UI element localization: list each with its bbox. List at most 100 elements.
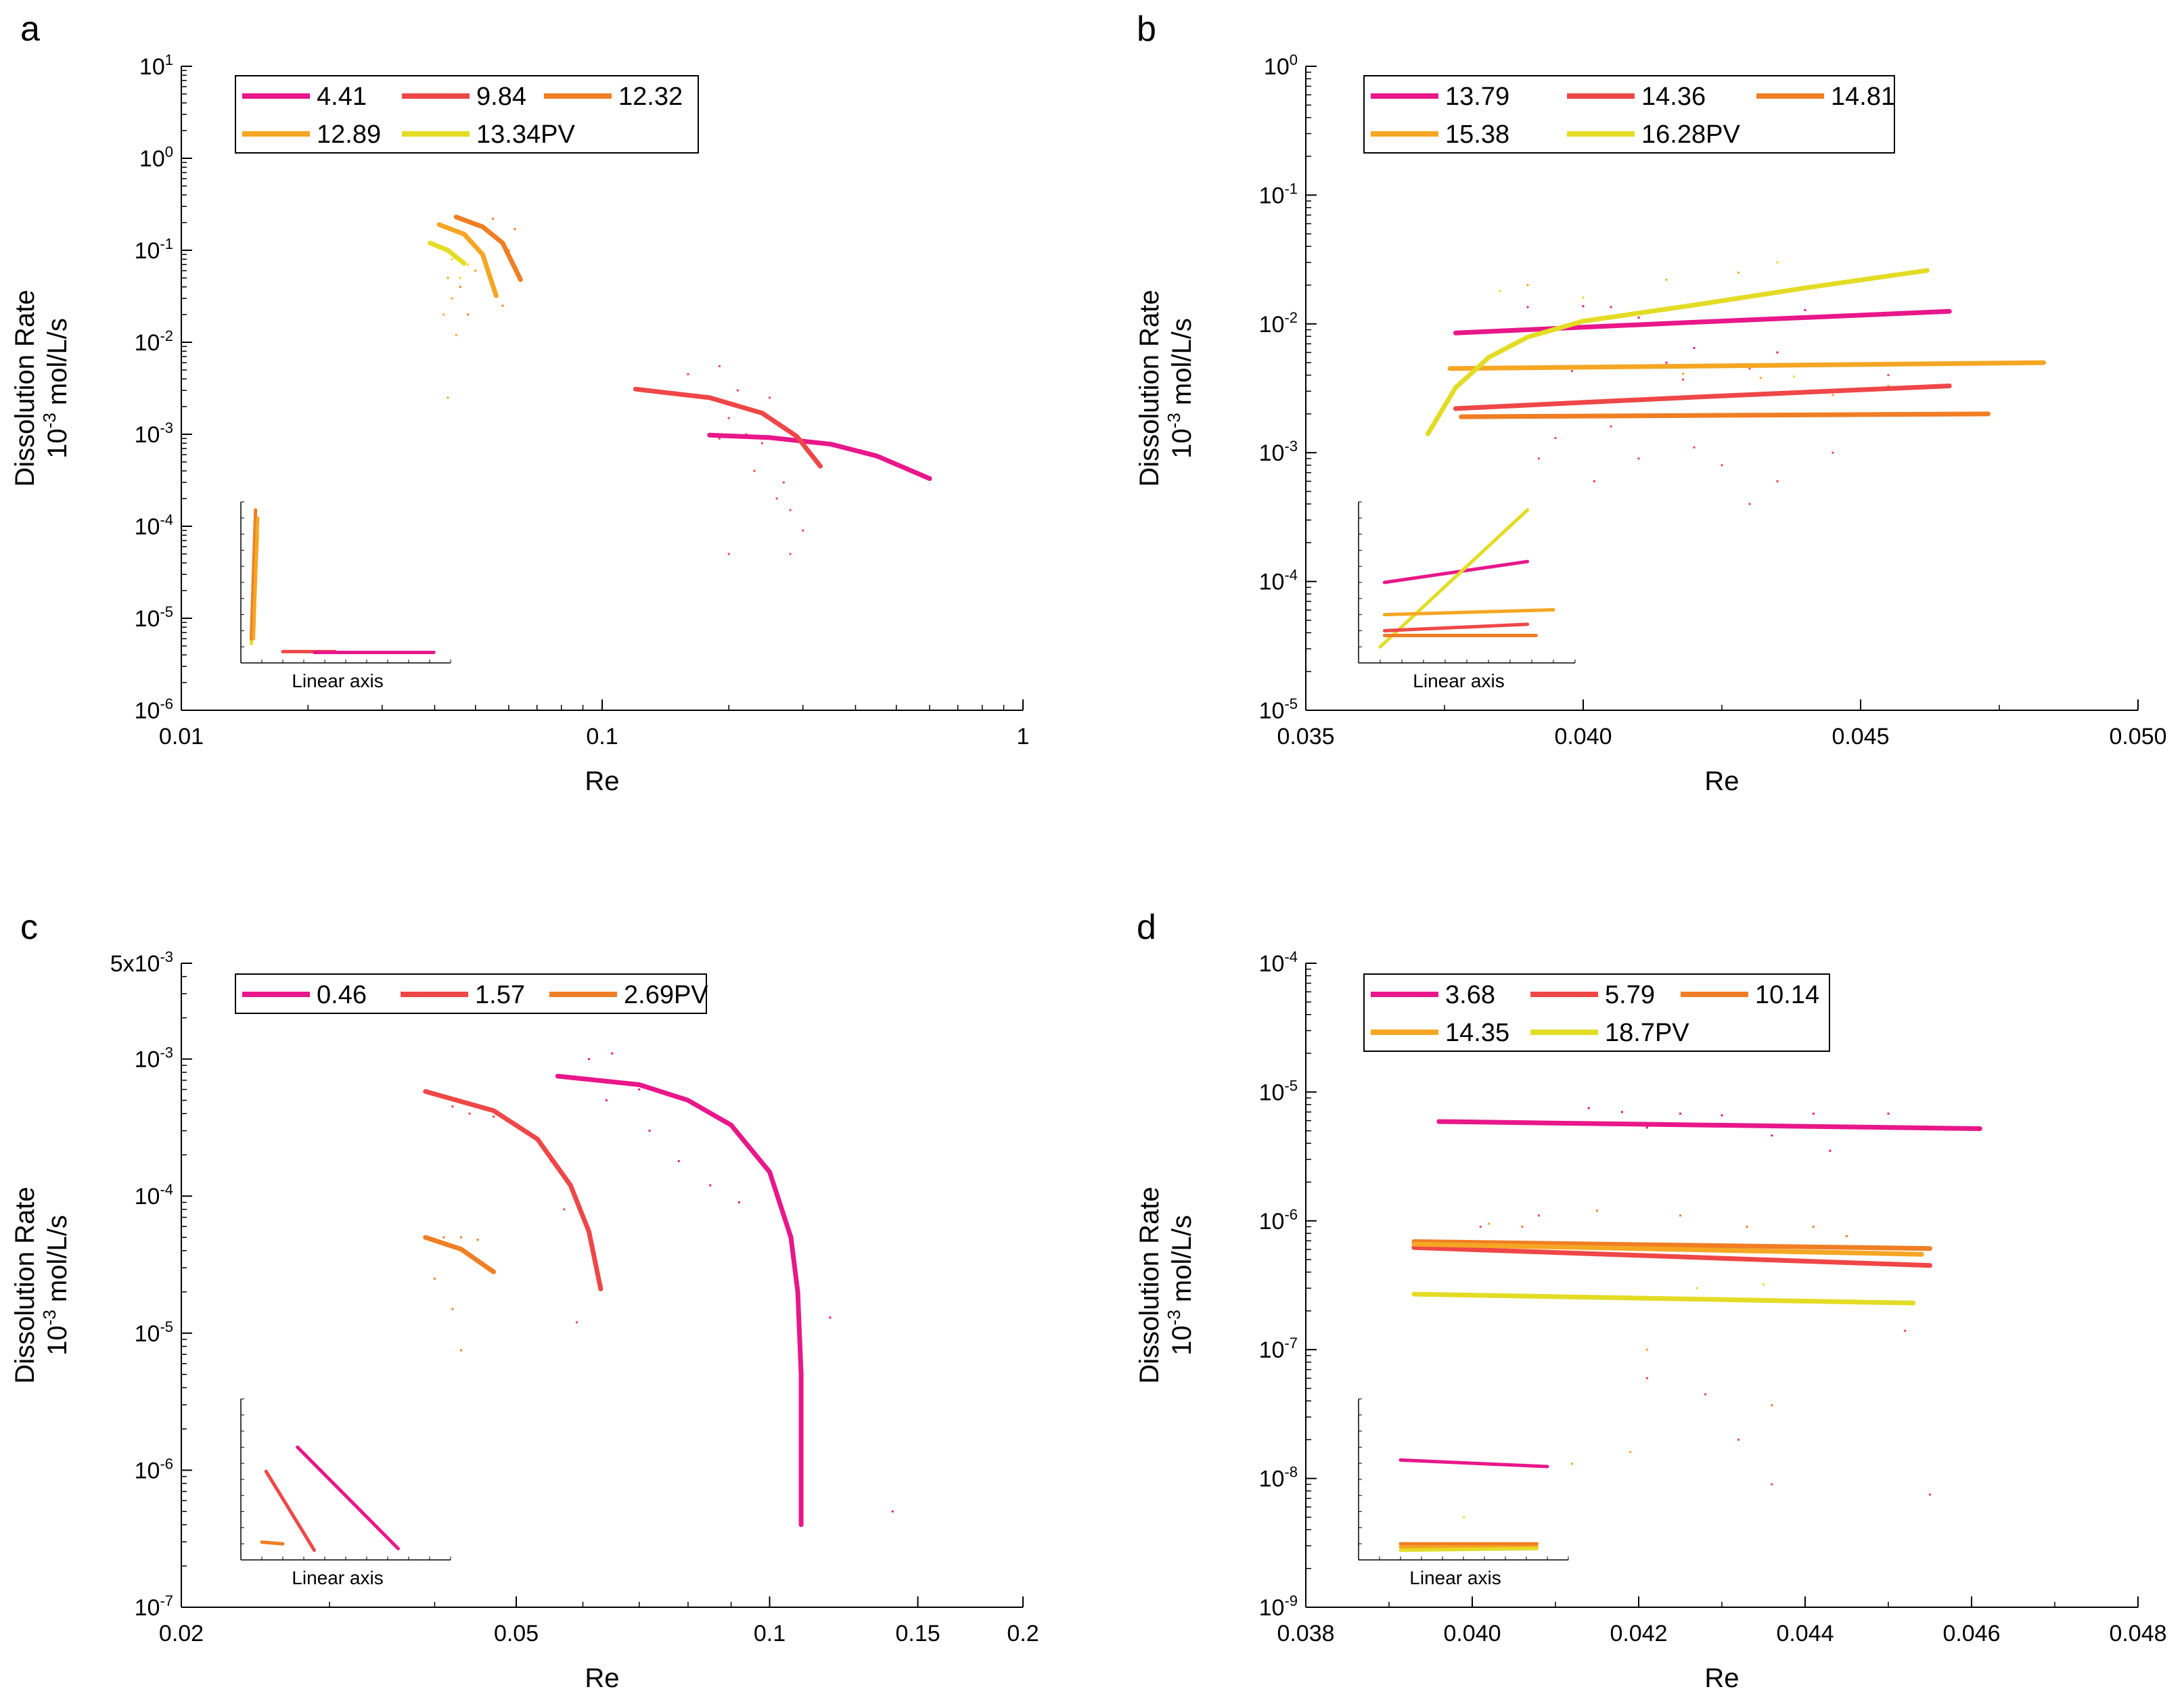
scatter-point: [1759, 377, 1762, 379]
scatter-point: [1537, 1214, 1540, 1217]
x-tick-label: 0.044: [1776, 1621, 1834, 1646]
scatter-point: [1793, 375, 1796, 378]
y-tick-label: 10-8: [1259, 1464, 1298, 1492]
inset-line: [1398, 1546, 1539, 1552]
y-axis-units: 10-3 mol/L/s: [39, 318, 72, 459]
scatter-point: [1748, 503, 1751, 505]
scatter-point: [1776, 480, 1779, 482]
scatter-point: [1679, 1214, 1681, 1217]
scatter-point: [775, 497, 778, 500]
inset-label: Linear axis: [1409, 1567, 1501, 1588]
x-tick-label: 0.05: [494, 1621, 539, 1646]
scatter-point: [709, 1184, 712, 1186]
scatter-point: [1771, 1404, 1773, 1406]
scatter-point: [1665, 361, 1668, 364]
y-axis-title: Dissolution Rate: [10, 1186, 40, 1383]
scatter-point: [1645, 1126, 1648, 1129]
legend-label: 14.35: [1445, 1019, 1509, 1047]
scatter-point: [638, 1088, 641, 1091]
scatter-point: [1748, 367, 1751, 370]
scatter-point: [1479, 1226, 1482, 1228]
scatter-point: [460, 1236, 463, 1239]
scatter-point: [1887, 384, 1890, 387]
scatter-point: [1645, 1377, 1648, 1379]
scatter-point: [1776, 261, 1779, 264]
legend-label: 13.79: [1445, 83, 1509, 111]
series-line-16.28PV: [1425, 268, 1930, 436]
scatter-point: [611, 1052, 614, 1055]
inset: Linear axis: [1358, 1398, 1569, 1588]
scatter-point: [1771, 1134, 1773, 1137]
scatter-point: [442, 1236, 445, 1239]
y-axis-units: 10-3 mol/L/s: [1164, 1215, 1197, 1356]
scatter-point: [468, 1112, 471, 1115]
y-tick-label: 10-2: [135, 327, 173, 356]
scatter-point: [718, 437, 721, 440]
scatter-point: [501, 304, 504, 307]
scatter-point: [459, 277, 461, 279]
legend-box: [1363, 75, 1895, 154]
scatter-point: [476, 1239, 479, 1241]
scatter-point: [1846, 1235, 1848, 1237]
legend-box: [235, 75, 699, 154]
inset: Linear axis: [240, 501, 451, 691]
scatter-point: [1463, 1516, 1465, 1519]
y-tick-label: 10-4: [1259, 567, 1298, 595]
y-axis-title: Dissolution Rate: [1135, 290, 1164, 486]
y-tick-label: 10-9: [1259, 1592, 1298, 1621]
scatter-point: [687, 373, 689, 375]
x-tick-label: 0.15: [895, 1621, 940, 1646]
inset-line: [252, 516, 260, 641]
y-tick-label: 101: [139, 51, 173, 80]
scatter-point: [1804, 308, 1806, 311]
scatter-point: [1737, 271, 1740, 274]
series-line-3.68: [1436, 1119, 1982, 1131]
y-tick-label: 5x10-3: [110, 948, 173, 977]
panel-letter: d: [1137, 908, 1156, 947]
y-tick-label: 10-6: [1259, 1206, 1298, 1235]
scatter-point: [492, 217, 495, 220]
y-tick-label: 100: [1264, 51, 1298, 80]
inset-line: [264, 1469, 316, 1552]
scatter-point: [1771, 1483, 1773, 1485]
scatter-point: [718, 365, 721, 367]
scatter-point: [493, 1115, 495, 1118]
series-line-12.32: [453, 214, 523, 282]
legend-label: 14.36: [1641, 83, 1706, 111]
legend-label: 14.81: [1831, 83, 1895, 111]
scatter-point: [1571, 370, 1574, 373]
y-tick-label: 10-5: [1259, 1077, 1298, 1105]
scatter-point: [1645, 1348, 1648, 1351]
inset-label: Linear axis: [292, 670, 383, 691]
scatter-point: [1537, 457, 1540, 460]
scatter-point: [1526, 283, 1529, 286]
scatter-point: [1593, 480, 1595, 482]
legend-label: 5.79: [1605, 981, 1655, 1009]
scatter-point: [891, 1510, 894, 1513]
y-tick-label: 10-6: [135, 695, 173, 724]
inset-line: [1382, 559, 1530, 584]
legend-label: 10.14: [1755, 981, 1819, 1009]
legend-label: 13.34PV: [476, 120, 575, 149]
scatter-point: [1679, 1112, 1681, 1115]
y-tick-label: 10-3: [1259, 438, 1298, 466]
scatter-point: [782, 481, 785, 484]
inset-line: [296, 1445, 400, 1550]
x-tick-label: 0.1: [586, 724, 618, 750]
series-line-12.89: [436, 222, 499, 298]
legend-label: 15.38: [1445, 120, 1509, 149]
scatter-point: [1582, 296, 1585, 299]
scatter-point: [1637, 316, 1640, 319]
series-line-0.46: [555, 1074, 804, 1527]
panel-d: d 0.038 0.040 0.042 0.044 0.046 0.048 10-9 10-8 1…: [1135, 908, 2167, 1693]
scatter-point: [789, 509, 792, 511]
inset: Linear axis: [240, 1398, 451, 1588]
x-tick-label: 0.050: [2109, 724, 2166, 750]
panel-a: a 0.01 0.1 1 10-6 10-5 10-4 10-3 10-2 10-1 100 101 R…: [10, 9, 1029, 796]
scatter-point: [451, 1105, 454, 1108]
x-tick-label: 0.1: [754, 1621, 786, 1646]
y-tick-label: 10-5: [1259, 695, 1298, 724]
scatter-point: [1812, 1112, 1815, 1115]
scatter-point: [474, 269, 477, 272]
scatter-point: [737, 1201, 740, 1203]
